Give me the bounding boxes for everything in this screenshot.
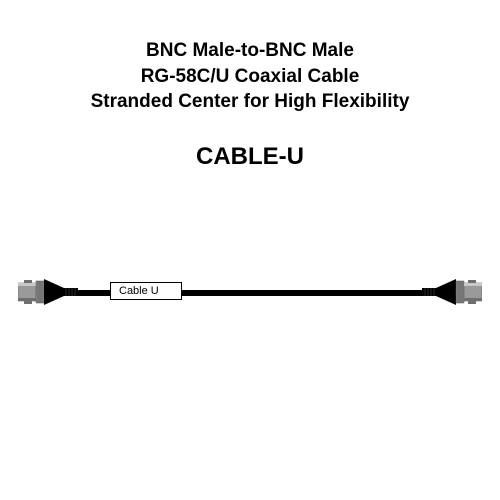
cable-label-text: Cable U (119, 285, 159, 297)
header-block: BNC Male-to-BNC Male RG-58C/U Coaxial Ca… (0, 0, 500, 115)
bnc-connector-right (422, 270, 482, 319)
header-line-1: BNC Male-to-BNC Male (0, 38, 500, 64)
bnc-connector-left-svg (18, 270, 78, 314)
header-line-3: Stranded Center for High Flexibility (0, 89, 500, 115)
header-line-2: RG-58C/U Coaxial Cable (0, 64, 500, 90)
product-code: CABLE-U (0, 143, 500, 171)
bnc-connector-left (18, 270, 78, 319)
cable-label: Cable U (110, 282, 182, 300)
bnc-connector-right-svg (422, 270, 482, 314)
